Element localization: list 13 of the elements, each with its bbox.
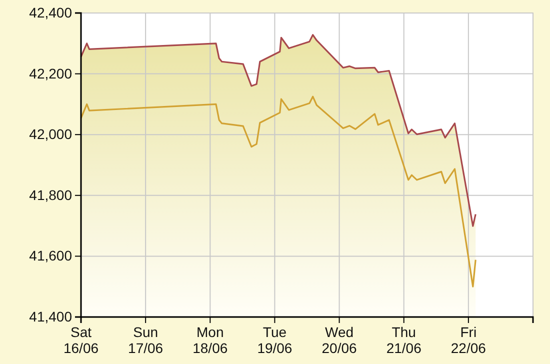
x-tick-label: Fri 22/06 [450,324,486,356]
x-tick-label: Thu 21/06 [386,324,422,356]
x-tick-label: Tue 19/06 [257,324,292,356]
x-tick-label: Sat 16/06 [63,324,99,356]
y-tick-label: 42,400 [29,4,72,20]
y-tick-label: 41,600 [29,248,72,264]
x-tick-label: Mon 18/06 [192,324,228,356]
y-tick-label: 42,200 [29,65,72,82]
y-tick-label: 41,800 [29,186,72,203]
y-tick-label: 41,400 [29,308,72,324]
x-tick-label: Sun 17/06 [128,324,164,356]
y-tick-label: 42,000 [29,126,72,142]
x-tick-label: Wed 20/06 [322,324,358,356]
